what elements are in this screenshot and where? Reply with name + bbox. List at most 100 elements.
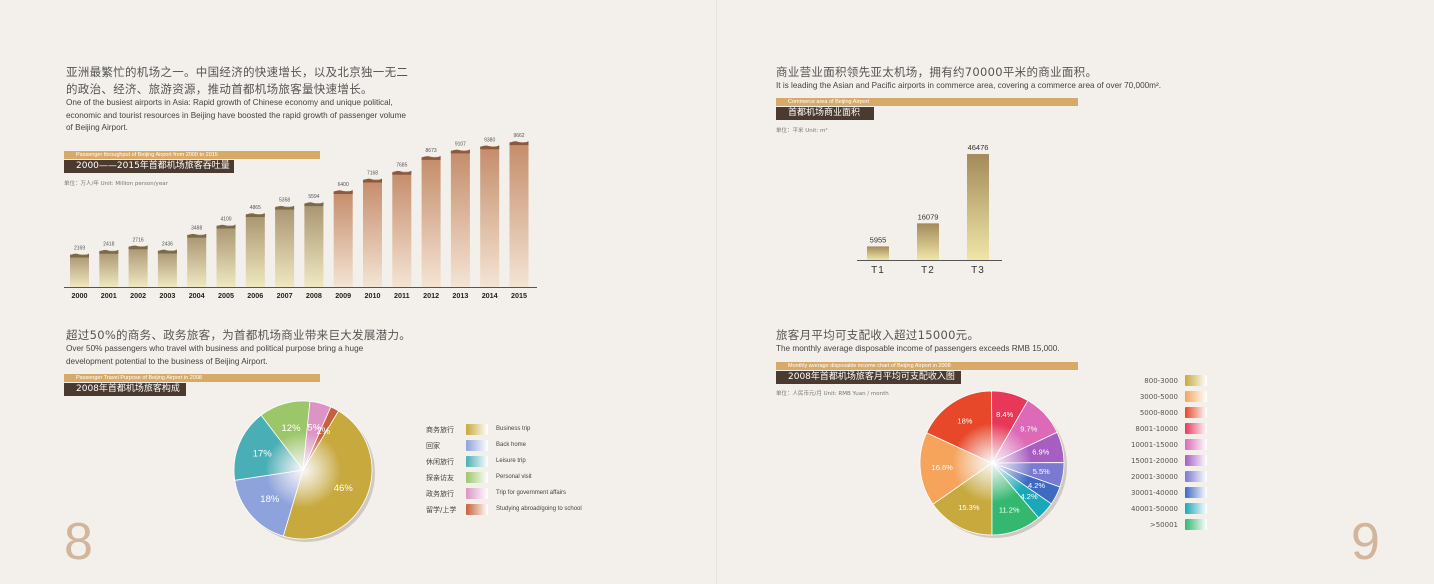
- income-legend-label-9: >50001: [1149, 521, 1178, 529]
- throughput-year-2006: 2006: [247, 291, 263, 300]
- throughput-bar-cap-2008: [304, 202, 324, 207]
- throughput-year-2011: 2011: [394, 291, 410, 300]
- income-legend-label-6: 20001-30000: [1130, 473, 1178, 481]
- purpose-legend-cn-5: 留学/上学: [426, 506, 457, 514]
- throughput-year-2005: 2005: [218, 291, 234, 300]
- throughput-year-2001: 2001: [101, 291, 117, 300]
- purpose-legend-cn-2: 休闲旅行: [426, 458, 454, 466]
- throughput-bar-cap-2007: [275, 205, 295, 210]
- area-terminal-T2: T2: [921, 265, 935, 276]
- area-terminal-T3: T3: [971, 265, 985, 276]
- income-legend-label-7: 30001-40000: [1130, 489, 1178, 497]
- area-bar-T1: [867, 246, 889, 260]
- area-bar-T2: [917, 223, 939, 260]
- throughput-bar-2012: [421, 156, 441, 287]
- purpose-legend-en-5: Studying abroad/going to school: [496, 506, 582, 512]
- income-legend-swatch-2: [1185, 407, 1207, 418]
- income-pie-slice-9: [991, 461, 1040, 536]
- income-legend-label-5: 15001-20000: [1130, 457, 1178, 465]
- throughput-bar-2002: [128, 246, 148, 287]
- income-legend-label-2: 5000-8000: [1139, 409, 1178, 417]
- throughput-year-2014: 2014: [482, 291, 498, 300]
- purpose-legend-en-3: Personal visit: [496, 474, 532, 480]
- income-legend-swatch-6: [1185, 471, 1207, 482]
- purpose-pie-slice-1: [234, 469, 304, 537]
- passenger-throughput-chart: 2169 2000 2418 2001 2716 2002 2436 2003 3488 2004…: [64, 133, 537, 300]
- throughput-value-2015: 9662: [513, 133, 524, 139]
- purpose-legend-swatch-3: [466, 472, 488, 483]
- throughput-bar-2015: [509, 142, 529, 287]
- right-s1-title-bar: 首都机场商业面积: [776, 107, 874, 120]
- income-pie-label-0: 15.3%: [958, 503, 980, 512]
- right-s2-unit: 单位：人民币元/月 Unit: RMB Yuan / month: [776, 391, 889, 397]
- throughput-value-2012: 8673: [426, 148, 437, 154]
- throughput-value-2002: 2716: [133, 237, 144, 243]
- income-legend-swatch-7: [1185, 487, 1207, 498]
- income-pie-label-3: 8.4%: [996, 410, 1013, 419]
- throughput-bar-cap-2000: [70, 253, 89, 258]
- throughput-year-2002: 2002: [130, 291, 146, 300]
- purpose-pie-label-4: 5%: [307, 423, 321, 434]
- purpose-legend-en-1: Back home: [496, 442, 527, 448]
- throughput-bar-cap-2015: [509, 141, 529, 146]
- throughput-bar-cap-2002: [128, 245, 148, 250]
- purpose-legend-swatch-1: [466, 440, 488, 451]
- income-legend-swatch-8: [1185, 503, 1207, 514]
- income-pie-slice-2: [926, 390, 993, 464]
- throughput-bar-2010: [363, 179, 382, 287]
- purpose-legend-swatch-2: [466, 456, 488, 467]
- left-s1-tan-bar: Passenger throughput of Beijing Airport …: [64, 151, 320, 159]
- right-s1-unit: 单位：平米 Unit: m²: [776, 128, 828, 134]
- purpose-pie-slice-5: [302, 406, 340, 471]
- throughput-year-2012: 2012: [423, 291, 439, 300]
- income-legend-swatch-9: [1185, 519, 1207, 530]
- throughput-bar-2008: [304, 203, 324, 287]
- purpose-legend-swatch-5: [466, 504, 488, 515]
- income-pie-label-5: 6.9%: [1032, 447, 1049, 456]
- throughput-bar-2000: [70, 254, 89, 287]
- income-pie: 15.3%16.6%18%8.4%9.7%6.9%5.5%4.2%4.2%11.…: [919, 390, 1067, 538]
- income-pie-label-4: 9.7%: [1020, 425, 1037, 434]
- income-legend-label-3: 8001-10000: [1135, 425, 1178, 433]
- area-value-T1: 5955: [870, 235, 887, 244]
- throughput-bar-2005: [216, 225, 236, 287]
- throughput-value-2011: 7685: [396, 163, 407, 169]
- throughput-year-2013: 2013: [452, 291, 468, 300]
- left-s2-en: Over 50% passengers who travel with busi…: [66, 344, 364, 366]
- purpose-legend-en-0: Business trip: [496, 426, 531, 432]
- income-legend-label-8: 40001-50000: [1130, 505, 1178, 513]
- throughput-bar-cap-2004: [187, 233, 207, 238]
- throughput-year-2007: 2007: [277, 291, 293, 300]
- throughput-bar-2014: [480, 146, 500, 287]
- throughput-value-2013: 9107: [455, 141, 466, 147]
- left-s2-cn: 超过50%的商务、政务旅客，为首都机场商业带来巨大发展潜力。: [66, 328, 412, 342]
- throughput-year-2004: 2004: [189, 291, 205, 300]
- income-legend-label-1: 3000-5000: [1139, 393, 1178, 401]
- throughput-year-2003: 2003: [159, 291, 175, 300]
- page-number-left: 8: [64, 513, 93, 571]
- right-s2-en: The monthly average disposable income of…: [776, 344, 1060, 353]
- income-pie-label-7: 4.2%: [1028, 481, 1045, 490]
- throughput-value-2007: 5358: [279, 198, 290, 204]
- left-s2-tan-bar: Passenger Travel Purpose of Beijing Airp…: [64, 374, 320, 382]
- throughput-bar-2007: [275, 206, 295, 287]
- purpose-pie-label-3: 12%: [282, 423, 302, 434]
- right-s2-cn: 旅客月平均可支配收入超过15000元。: [776, 328, 980, 342]
- throughput-bar-2006: [245, 214, 265, 287]
- right-s1-tan-bar: Commerce area of Beijing Airport: [776, 98, 1078, 106]
- throughput-year-2010: 2010: [365, 291, 381, 300]
- income-legend-swatch-3: [1185, 423, 1207, 434]
- left-s2-title-bar: 2008年首都机场旅客构成: [64, 383, 186, 396]
- throughput-bar-cap-2011: [392, 170, 412, 175]
- throughput-value-2006: 4865: [250, 205, 261, 211]
- throughput-bar-2001: [99, 250, 119, 287]
- throughput-bar-2009: [333, 191, 353, 287]
- purpose-pie-slice-0: [282, 410, 373, 540]
- income-pie-label-6: 5.5%: [1033, 467, 1050, 476]
- area-bar-T3: [967, 154, 989, 260]
- page-spine: [716, 0, 718, 584]
- income-legend-label-4: 10001-15000: [1130, 441, 1178, 449]
- income-pie-label-9: 11.2%: [999, 505, 1020, 514]
- throughput-year-2000: 2000: [72, 291, 88, 300]
- throughput-value-2003: 2436: [162, 241, 173, 247]
